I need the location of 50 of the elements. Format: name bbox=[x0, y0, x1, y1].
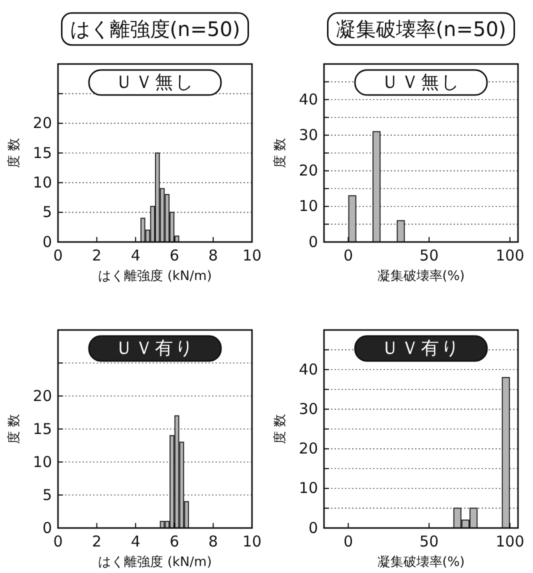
y-tick-label: 0 bbox=[308, 232, 318, 251]
x-tick-label: 0 bbox=[343, 532, 354, 551]
y-tick-label: 20 bbox=[32, 386, 52, 405]
y-axis-title: 度 数 bbox=[6, 414, 22, 444]
y-tick-label: 0 bbox=[42, 518, 52, 537]
x-tick-label: 10 bbox=[242, 532, 262, 551]
y-tick-label: 10 bbox=[298, 479, 318, 498]
x-tick-label: 6 bbox=[170, 246, 180, 265]
y-tick-label: 40 bbox=[298, 360, 318, 378]
x-tick-label: 2 bbox=[92, 246, 102, 265]
text: ＵＶ無し bbox=[115, 72, 195, 93]
x-axis-title: 凝集破壊率(%) bbox=[377, 554, 465, 570]
text: ＵＶ有り bbox=[381, 338, 461, 359]
x-tick-label: 8 bbox=[208, 246, 218, 265]
y-tick-label: 15 bbox=[32, 420, 52, 438]
y-tick-label: 30 bbox=[298, 126, 318, 144]
chart-title: 凝集破壊率(n=50) bbox=[336, 17, 506, 41]
y-axis-title: 度 数 bbox=[272, 138, 288, 168]
y-tick-label: 10 bbox=[32, 173, 52, 192]
x-axis-title: 凝集破壊率(%) bbox=[377, 268, 465, 284]
x-tick-label: 100 bbox=[496, 532, 524, 551]
y-tick-label: 20 bbox=[298, 440, 318, 458]
y-tick-label: 5 bbox=[42, 203, 52, 222]
text: ＵＶ有り bbox=[115, 338, 195, 359]
y-axis-title: 度 数 bbox=[272, 414, 288, 444]
x-tick-label: 6 bbox=[170, 532, 180, 551]
y-tick-label: 0 bbox=[42, 232, 52, 251]
y-tick-label: 30 bbox=[298, 400, 318, 418]
x-tick-label: 4 bbox=[130, 246, 140, 265]
chart-title: はく離強度(n=50) bbox=[70, 17, 240, 41]
x-tick-label: 10 bbox=[242, 246, 262, 265]
y-tick-label: 40 bbox=[298, 90, 318, 108]
x-tick-label: 50 bbox=[420, 532, 439, 551]
x-axis-title: はく離強度 (kN/m) bbox=[98, 554, 212, 570]
x-tick-label: 8 bbox=[208, 532, 218, 551]
y-tick-label: 15 bbox=[32, 144, 52, 162]
y-tick-label: 20 bbox=[32, 114, 52, 132]
x-tick-label: 4 bbox=[130, 532, 140, 551]
y-tick-label: 10 bbox=[32, 452, 52, 471]
x-tick-label: 50 bbox=[420, 246, 439, 265]
text: ＵＶ無し bbox=[381, 72, 461, 93]
y-tick-label: 0 bbox=[308, 518, 318, 537]
y-tick-label: 20 bbox=[298, 162, 318, 180]
x-tick-label: 0 bbox=[343, 246, 354, 265]
y-axis-title: 度 数 bbox=[6, 138, 22, 168]
y-tick-label: 10 bbox=[298, 197, 318, 216]
y-tick-label: 5 bbox=[42, 486, 52, 504]
x-tick-label: 2 bbox=[92, 532, 102, 551]
x-tick-label: 100 bbox=[496, 246, 524, 265]
x-axis-title: はく離強度 (kN/m) bbox=[98, 268, 212, 284]
